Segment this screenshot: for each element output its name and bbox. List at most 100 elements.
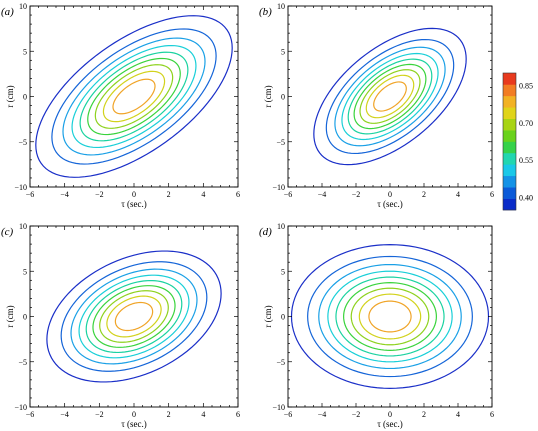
contour-level-6 <box>353 63 427 130</box>
y-tick-label: 5 <box>281 267 285 276</box>
y-axis-label: r (cm) <box>263 305 273 327</box>
colorbar-segment <box>503 152 516 165</box>
x-tick-label: −6 <box>284 190 293 199</box>
x-tick-label: 6 <box>236 190 240 199</box>
x-tick-label: 6 <box>490 190 494 199</box>
colorbar-segment <box>503 175 516 188</box>
y-tick-label: 5 <box>23 47 27 56</box>
contour-level-5 <box>335 276 445 357</box>
colorbar-segment <box>503 95 516 108</box>
contour-group <box>46 250 222 383</box>
x-tick-label: −4 <box>318 410 327 419</box>
x-tick-label: −4 <box>60 190 69 199</box>
panel-3: −6 −4 −2 0 2 4 6 10 5 0 −5 −10 τ (sec.) r (cm) (c) <box>1 222 240 429</box>
contour-level-9 <box>112 78 156 115</box>
x-tick-label: 0 <box>388 190 392 199</box>
contour-level-1 <box>313 27 467 166</box>
colorbar-segment <box>503 73 516 85</box>
y-tick-label: −10 <box>14 183 27 192</box>
x-tick-label: −6 <box>284 410 293 419</box>
contour-level-8 <box>365 74 415 119</box>
colorbar-tick-label: 0.70 <box>519 119 533 128</box>
x-tick-label: 0 <box>388 410 392 419</box>
contour-level-2 <box>51 28 217 165</box>
panel-1: −6 −4 −2 0 2 4 6 10 5 0 −5 −10 τ (sec.) r (cm) (a) <box>1 2 240 209</box>
contour-level-8 <box>102 70 166 123</box>
panel-label: (d) <box>259 226 272 238</box>
panel-2: −6 −4 −2 0 2 4 6 10 5 0 −5 −10 τ (sec.) r (cm) (b) <box>259 2 494 209</box>
y-tick-label: 5 <box>281 47 285 56</box>
panel-label: (a) <box>1 6 14 18</box>
y-tick-label: −5 <box>18 138 27 147</box>
contour-level-7 <box>350 287 430 346</box>
colorbar-tick-label: 0.85 <box>519 81 533 90</box>
y-tick-label: −5 <box>18 358 27 367</box>
x-tick-label: 2 <box>422 410 426 419</box>
contour-level-5 <box>85 279 183 354</box>
x-axis-label: τ (sec.) <box>377 199 403 209</box>
plot-frame <box>29 5 239 188</box>
y-tick-label: 10 <box>277 2 285 11</box>
colorbar-tick-label: 0.55 <box>519 156 533 165</box>
x-tick-label: 2 <box>422 190 426 199</box>
contour-level-3 <box>62 37 206 156</box>
y-axis-label: r (cm) <box>5 85 15 107</box>
x-tick-label: 2 <box>167 190 171 199</box>
x-tick-label: −2 <box>352 190 361 199</box>
y-tick-label: −10 <box>272 403 285 412</box>
x-tick-label: 0 <box>132 190 136 199</box>
plot-frame <box>29 225 239 408</box>
colorbar-segment <box>503 164 516 177</box>
x-tick-label: 4 <box>456 190 460 199</box>
y-axis-label: r (cm) <box>263 85 273 107</box>
y-tick-label: 0 <box>281 313 285 322</box>
contour-group <box>313 27 467 166</box>
contour-level-3 <box>70 268 198 365</box>
contour-level-1 <box>46 250 222 383</box>
contour-group <box>290 244 490 389</box>
contour-level-3 <box>334 46 446 147</box>
y-tick-label: 0 <box>23 313 27 322</box>
x-tick-label: 4 <box>201 410 205 419</box>
x-axis-label: τ (sec.) <box>121 199 147 209</box>
contour-level-6 <box>343 282 437 351</box>
y-tick-label: 10 <box>19 2 27 11</box>
contour-level-7 <box>359 69 421 124</box>
x-tick-label: 0 <box>132 410 136 419</box>
x-tick-label: −4 <box>60 410 69 419</box>
colorbar: 0.85 0.70 0.55 0.40 <box>502 72 533 211</box>
y-axis-label: r (cm) <box>5 305 15 327</box>
x-tick-label: 6 <box>490 410 494 419</box>
colorbar-segment <box>503 187 516 199</box>
y-tick-label: −5 <box>276 358 285 367</box>
y-tick-label: −10 <box>14 403 27 412</box>
colorbar-segment <box>503 198 516 211</box>
contour-level-6 <box>87 57 181 136</box>
y-tick-label: 5 <box>23 267 27 276</box>
contour-level-2 <box>60 261 208 372</box>
plot-frame <box>287 5 493 188</box>
x-tick-label: −2 <box>352 410 361 419</box>
contour-level-9 <box>373 81 407 112</box>
x-tick-label: 2 <box>167 410 171 419</box>
contour-level-2 <box>325 38 455 155</box>
x-tick-label: −2 <box>95 190 104 199</box>
contour-level-7 <box>99 290 169 343</box>
contour-level-3 <box>318 263 462 370</box>
y-tick-label: 0 <box>23 93 27 102</box>
contour-level-8 <box>358 293 422 340</box>
contour-level-5 <box>79 51 189 142</box>
contour-level-5 <box>347 58 433 135</box>
contour-level-4 <box>341 52 439 141</box>
y-tick-label: 10 <box>277 222 285 231</box>
contour-level-7 <box>94 64 174 129</box>
colorbar-segment <box>503 118 516 131</box>
colorbar-frame <box>502 72 517 211</box>
x-tick-label: −6 <box>26 410 35 419</box>
panel-label: (b) <box>259 6 272 18</box>
panel-4: −6 −4 −2 0 2 4 6 10 5 0 −5 −10 τ (sec.) r (cm) (d) <box>259 222 494 429</box>
contour-level-4 <box>78 274 190 359</box>
contour-level-8 <box>106 295 162 338</box>
colorbar-segment <box>503 84 516 97</box>
